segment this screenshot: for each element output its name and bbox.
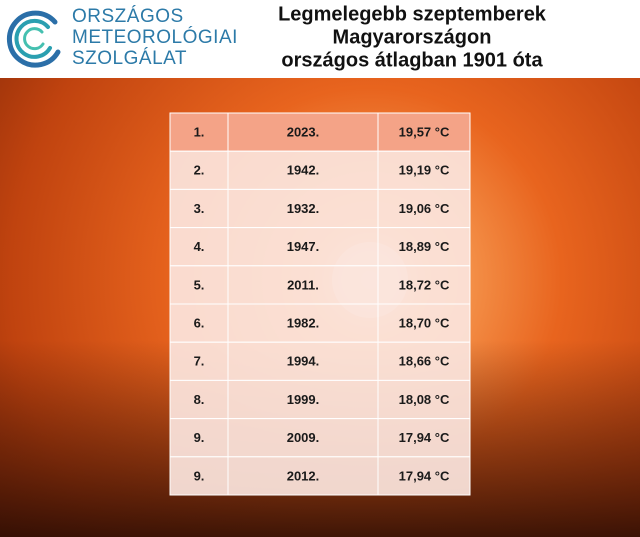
table-cell — [227, 188, 379, 229]
cell-text: 2009. — [287, 430, 320, 445]
cell-text: 1. — [194, 125, 205, 140]
cell-text: 18,89 °C — [399, 239, 450, 254]
cell-text: 18,66 °C — [399, 354, 450, 369]
table-cell — [169, 265, 229, 305]
cell-text: 1994. — [287, 354, 320, 369]
title-line: Magyarországon — [333, 26, 492, 48]
cell-text: 2012. — [287, 468, 320, 483]
table-cell — [169, 303, 229, 343]
table-cell — [169, 379, 229, 420]
cell-text: 1932. — [287, 201, 320, 216]
title-line: országos átlagban 1901 óta — [281, 49, 543, 71]
cell-text: 8. — [194, 392, 205, 407]
table-cell — [377, 150, 471, 190]
cell-text: 18,72 °C — [399, 277, 450, 292]
table-cell — [227, 227, 379, 267]
table-cell — [169, 112, 229, 152]
cell-text: 1982. — [287, 316, 320, 331]
cell-text: 17,94 °C — [399, 468, 450, 483]
table-cell — [377, 265, 471, 305]
cell-text: 1942. — [287, 163, 320, 178]
logo-line: ORSZÁGOS — [72, 6, 184, 27]
table-cell — [377, 379, 471, 420]
cell-text: 9. — [194, 468, 205, 483]
table-cell — [227, 150, 379, 190]
table-cell — [227, 112, 379, 152]
title-line: Legmelegebb szeptemberek — [278, 3, 547, 25]
cell-text: 2023. — [287, 125, 320, 140]
table-cell — [377, 227, 471, 267]
cell-text: 1999. — [287, 392, 320, 407]
table-cell — [227, 418, 379, 458]
table-cell — [377, 303, 471, 343]
table-cell — [377, 341, 471, 381]
cell-text: 17,94 °C — [399, 430, 450, 445]
cell-text: 3. — [194, 201, 205, 216]
table-cell — [169, 341, 229, 381]
table-cell — [227, 303, 379, 343]
cell-text: 6. — [194, 316, 205, 331]
cell-text: 4. — [194, 239, 205, 254]
cell-text: 2. — [194, 163, 205, 178]
table-cell — [377, 188, 471, 229]
cell-text: 18,70 °C — [399, 316, 450, 331]
cell-text: 18,08 °C — [399, 392, 450, 407]
table-cell — [169, 227, 229, 267]
cell-text: 9. — [194, 430, 205, 445]
table-cell — [169, 456, 229, 496]
table-cell — [377, 456, 471, 496]
cell-text: 2011. — [287, 277, 319, 292]
cell-text: 19,57 °C — [399, 125, 450, 140]
table: 1. 2023. 19,57 °C 2. 1942. 19,19 °C 3. 1932. 19,… — [169, 112, 471, 496]
logo-line: METEOROLÓGIAI — [72, 26, 238, 48]
title: Legmelegebb szeptemberekMagyarországonor… — [278, 3, 547, 71]
logo-icon — [6, 10, 61, 68]
cell-text: 5. — [194, 277, 205, 292]
cell-text: 7. — [194, 354, 205, 369]
header-band — [0, 0, 640, 78]
table-cell — [169, 418, 229, 458]
cell-text: 19,06 °C — [399, 201, 450, 216]
logo-line: SZOLGÁLAT — [72, 48, 187, 69]
cell-text: 19,19 °C — [399, 163, 450, 178]
table-cell — [169, 188, 229, 229]
cell-text: 1947. — [287, 239, 320, 254]
